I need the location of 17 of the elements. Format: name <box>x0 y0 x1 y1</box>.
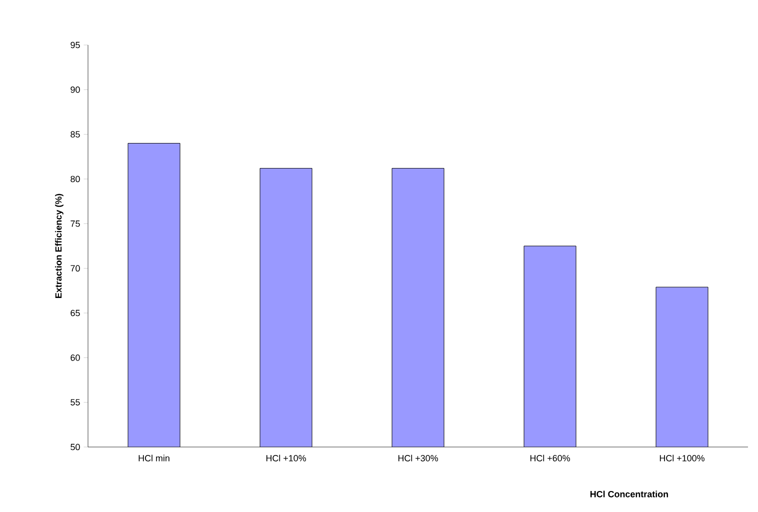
x-tick-label: HCl +10% <box>266 454 306 462</box>
y-tick-label: 85 <box>70 131 80 138</box>
y-tick-label: 95 <box>70 42 80 48</box>
x-tick-label: HCl min <box>138 454 170 462</box>
x-tick-label: HCl +30% <box>398 454 438 462</box>
y-tick-label: 80 <box>70 176 80 182</box>
x-tick-label: HCl +60% <box>530 454 570 462</box>
x-tick-label: HCl +100% <box>660 454 704 462</box>
y-tick-label: 60 <box>70 354 80 361</box>
x-axis-title: HCl Concentration <box>590 490 668 498</box>
y-tick-label: 90 <box>70 86 80 93</box>
y-tick-label: 65 <box>70 310 80 316</box>
y-tick-label: 75 <box>70 220 80 227</box>
y-tick-label: 70 <box>70 265 80 272</box>
y-tick-label: 55 <box>70 399 80 406</box>
y-axis-title: Extraction Efficiency (%) <box>55 194 64 298</box>
y-tick-label: 50 <box>70 444 80 450</box>
